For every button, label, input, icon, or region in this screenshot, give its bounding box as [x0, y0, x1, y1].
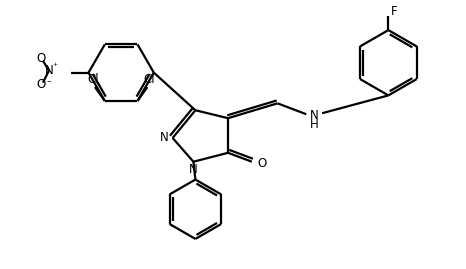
Text: $^+$: $^+$ — [51, 62, 59, 71]
Text: H: H — [310, 118, 319, 131]
Text: N: N — [45, 64, 53, 77]
Text: $^-$: $^-$ — [45, 77, 53, 87]
Text: N: N — [310, 109, 319, 122]
Text: F: F — [391, 5, 397, 18]
Text: O: O — [257, 157, 267, 170]
Text: N: N — [189, 163, 198, 176]
Text: Cl: Cl — [87, 73, 99, 86]
Text: N: N — [160, 132, 169, 144]
Text: Cl: Cl — [144, 73, 155, 86]
Text: O: O — [36, 78, 46, 91]
Text: O: O — [36, 52, 46, 65]
